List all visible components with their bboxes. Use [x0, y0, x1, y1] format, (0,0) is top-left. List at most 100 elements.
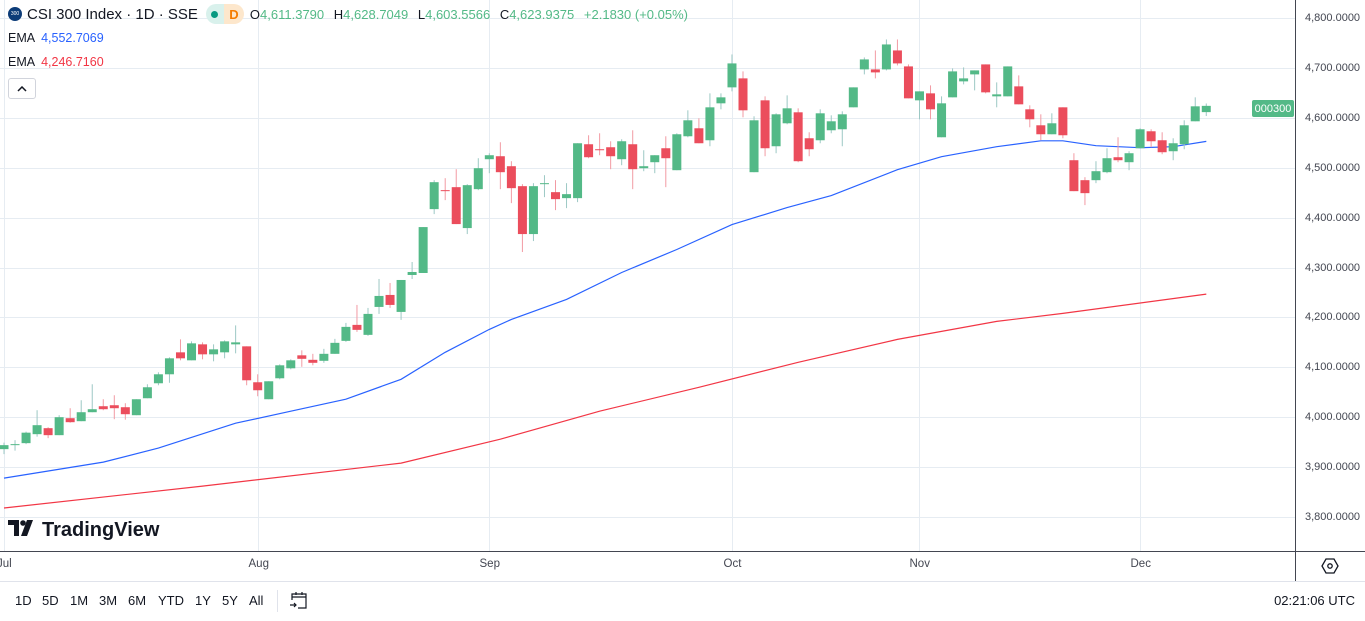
range-ytd-button[interactable]: YTD: [158, 593, 184, 608]
candle-body: [440, 190, 450, 192]
candle-body: [1080, 180, 1090, 194]
tradingview-logo[interactable]: TradingView: [8, 519, 159, 542]
market-status-pill[interactable]: D: [205, 4, 244, 24]
candle-body: [738, 78, 748, 111]
candle-up: [21, 431, 31, 445]
candle-body: [396, 279, 406, 312]
candle-body: [1025, 109, 1035, 120]
candle-down: [1069, 153, 1079, 192]
candle-down: [892, 39, 902, 66]
candle-up: [771, 113, 781, 154]
candle-body: [771, 114, 781, 147]
candle-up: [937, 96, 947, 138]
candle-up: [992, 82, 1002, 108]
range-1d-button[interactable]: 1D: [15, 593, 32, 608]
range-5d-button[interactable]: 5D: [42, 593, 59, 608]
range-6m-button[interactable]: 6M: [128, 593, 147, 608]
candle-up: [562, 183, 572, 209]
candle-up: [1003, 66, 1013, 97]
candle-body: [562, 194, 572, 199]
candle-up: [1047, 113, 1057, 135]
settings-icon[interactable]: [1321, 558, 1339, 574]
candle-up: [837, 111, 847, 147]
candle-down: [1157, 132, 1167, 155]
range-all-button[interactable]: All: [249, 593, 264, 608]
candle-down: [308, 353, 318, 366]
candle-body: [881, 44, 891, 70]
range-1y-button[interactable]: 1Y: [195, 593, 211, 608]
price-chart[interactable]: [0, 0, 1365, 581]
candle-body: [76, 412, 86, 422]
candle-up: [319, 348, 329, 363]
candle-up: [782, 95, 792, 125]
candle-up: [848, 87, 858, 108]
symbol-title[interactable]: CSI 300 Index · 1D · SSE: [27, 5, 198, 23]
ema-legend-1[interactable]: EMA 4,552.7069: [8, 31, 104, 45]
candle-body: [297, 355, 307, 359]
candle-body: [1069, 160, 1079, 192]
candle-down: [297, 350, 307, 367]
candle-body: [683, 120, 693, 137]
candle-body: [1157, 140, 1167, 153]
bottom-toolbar: 1D 5D 1M 3M 6M YTD 1Y 5Y All 02:21:06 UT…: [0, 581, 1365, 620]
data-delay-badge: D: [223, 4, 244, 24]
candle-down: [43, 427, 53, 439]
candle-up: [948, 68, 958, 98]
high-label: H: [333, 6, 344, 22]
candle-body: [517, 186, 527, 235]
candle-body: [760, 100, 770, 149]
candle-down: [1058, 107, 1068, 139]
clock-timezone[interactable]: 02:21:06 UTC: [1274, 593, 1355, 608]
range-1m-button[interactable]: 1M: [70, 593, 89, 608]
candle-up: [0, 442, 9, 455]
candle-up: [881, 39, 891, 71]
candle-body: [0, 445, 9, 450]
price-tick-label: 4,100.0000: [1305, 360, 1361, 373]
candle-down: [981, 64, 991, 94]
candle-body: [98, 406, 108, 410]
candle-body: [164, 358, 174, 375]
candle-up: [374, 278, 384, 314]
candle-up: [131, 399, 141, 416]
ema-legend-2[interactable]: EMA 4,246.7160: [8, 55, 104, 69]
time-tick-label: Jul: [0, 558, 12, 570]
collapse-legend-button[interactable]: [8, 78, 36, 99]
candle-body: [539, 183, 549, 185]
calendar-goto-icon[interactable]: [289, 590, 309, 610]
candle-up: [264, 381, 274, 400]
grid-lines: [0, 0, 1295, 551]
candle-up: [363, 307, 373, 336]
candle-body: [914, 91, 924, 101]
candle-up: [462, 184, 472, 235]
candle-body: [1036, 125, 1046, 135]
ema-value: 4,552.7069: [41, 31, 104, 45]
candle-up: [705, 93, 715, 147]
time-tick-label: Dec: [1130, 558, 1151, 570]
candle-body: [54, 417, 64, 436]
ema-value: 4,246.7160: [41, 55, 104, 69]
candle-up: [473, 158, 483, 191]
candle-body: [937, 103, 947, 138]
ema-fast-line: [3, 140, 1207, 479]
candle-body: [363, 313, 373, 335]
candle-body: [595, 149, 605, 151]
candle-down: [385, 282, 395, 308]
candle-body: [1113, 157, 1123, 161]
candle-body: [716, 97, 726, 104]
candle-body: [87, 409, 97, 413]
candle-up: [1168, 138, 1178, 161]
candle-up: [396, 279, 406, 320]
price-tick-label: 4,400.0000: [1305, 211, 1361, 224]
candle-down: [870, 50, 880, 79]
candle-body: [341, 326, 351, 341]
candle-up: [650, 155, 660, 174]
candle-body: [451, 187, 461, 225]
range-5y-button[interactable]: 5Y: [222, 593, 238, 608]
candle-body: [926, 93, 936, 110]
range-3m-button[interactable]: 3M: [99, 593, 118, 608]
price-tick-label: 4,500.0000: [1305, 161, 1361, 174]
candle-down: [517, 184, 527, 253]
candle-body: [10, 444, 20, 446]
candle-up: [1124, 151, 1134, 171]
candle-body: [959, 78, 969, 82]
